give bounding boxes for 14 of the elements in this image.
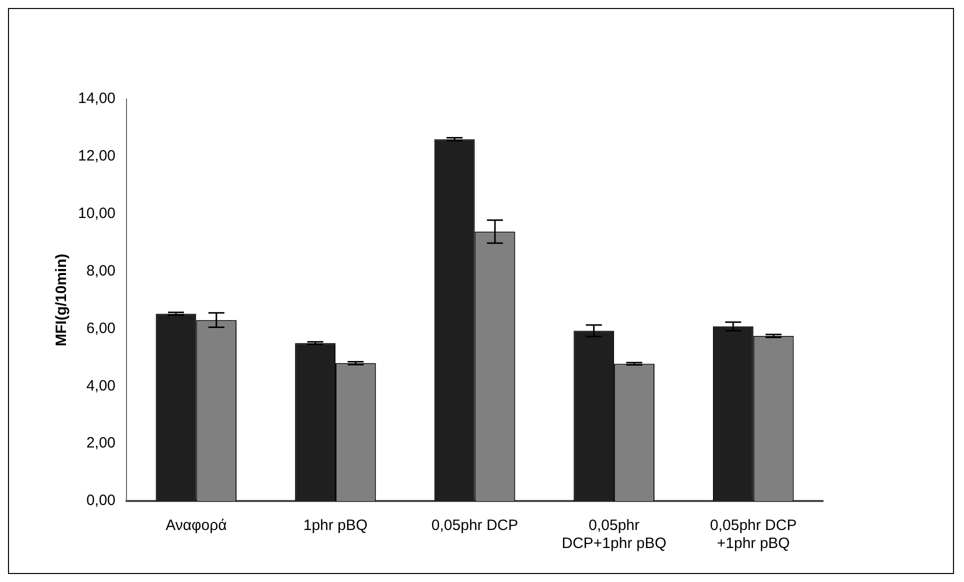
y-tick-label: 8,00 bbox=[86, 262, 116, 280]
y-tick-label: 2,00 bbox=[86, 434, 116, 452]
y-tick-label: 10,00 bbox=[78, 205, 116, 222]
y-tick-label: 6,00 bbox=[86, 320, 116, 337]
x-tick-label: Αναφορά bbox=[166, 517, 228, 534]
y-tick-label: 0,00 bbox=[86, 492, 116, 510]
y-tick-label: 4,00 bbox=[86, 377, 116, 394]
x-tick-label: 0,05phr DCP +1phr pBQ bbox=[710, 517, 797, 552]
x-tick-label: 0,05phr DCP+1phr pBQ bbox=[562, 517, 666, 552]
y-axis-title: MFI(g/10min) bbox=[53, 254, 70, 346]
y-tick-label: 14,00 bbox=[78, 90, 116, 108]
x-tick-label: 0,05phr DCP bbox=[431, 517, 518, 534]
y-tick-label: 12,00 bbox=[78, 148, 116, 165]
x-tick-label: 1phr pBQ bbox=[303, 517, 368, 534]
